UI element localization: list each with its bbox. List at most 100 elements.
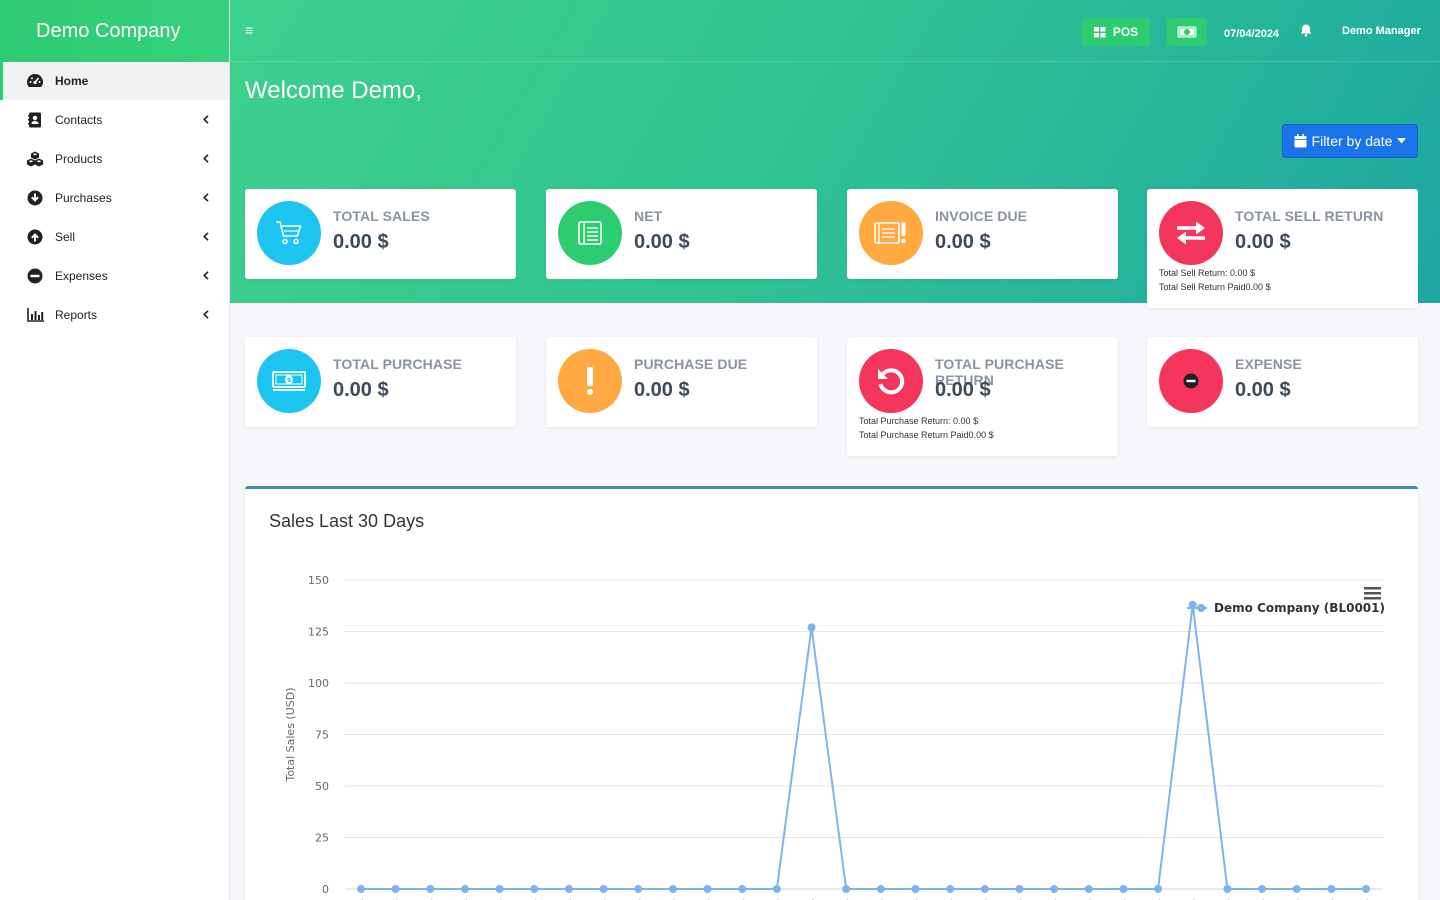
cubes-icon [26,150,44,168]
undo-icon [859,349,923,413]
stat-card-total-sell-return: TOTAL SELL RETURN 0.00 $ Total Sell Retur… [1147,189,1418,308]
stat-card-purchase-due: PURCHASE DUE 0.00 $ [546,337,817,427]
exclamation-icon [558,349,622,413]
stat-value: 0.00 $ [333,231,389,253]
data-point [772,885,781,893]
chart-menu-icon[interactable] [1364,587,1381,600]
bell-icon[interactable] [1300,24,1312,42]
data-point [1292,885,1301,893]
y-tick-label: 75 [315,729,329,742]
dashboard-icon [26,72,44,90]
ledger-icon [558,201,622,265]
current-date: 07/04/2024 [1224,28,1280,40]
stat-value: 0.00 $ [333,379,389,401]
sidebar-item-expenses[interactable]: Expenses [0,256,229,295]
sidebar-item-label: Contacts [55,112,103,127]
data-point [1084,885,1093,893]
sidebar-item-reports[interactable]: Reports [0,295,229,334]
brand-name[interactable]: Demo Company [0,0,229,62]
data-point [911,885,920,893]
stat-note: Total Purchase Return Paid0.00 $ [859,430,994,440]
minus-circle-icon [1159,349,1223,413]
data-point [1223,885,1232,893]
sidebar-item-label: Home [55,74,89,88]
stat-note: Total Purchase Return: 0.00 $ [859,416,979,426]
bar-chart-icon [26,306,44,324]
svg-text:$: $ [287,376,292,384]
data-point [876,885,885,893]
stat-card-total-sales: TOTAL SALES 0.00 $ [245,189,516,279]
data-point [530,885,539,893]
stat-value: 0.00 $ [634,231,690,253]
stat-value: 0.00 $ [1235,231,1291,253]
data-point [738,885,747,893]
y-tick-label: 25 [315,832,329,845]
pos-button[interactable]: POS [1082,18,1150,46]
stat-label: EXPENSE [1235,356,1302,372]
invoice-alert-icon [859,201,923,265]
data-point [1258,885,1267,893]
sales-chart-box: Sales Last 30 Days 0 25 50 75 100 125 150 Total… [245,486,1418,900]
sidebar-item-products[interactable]: Products [0,139,229,178]
stat-card-expense: EXPENSE 0.00 $ [1147,337,1418,427]
stat-label: TOTAL PURCHASE [333,356,462,372]
top-navbar: ≡ POS 07/04/2024 Demo Manager [230,0,1440,62]
stat-note: Total Sell Return Paid0.00 $ [1159,282,1271,292]
cash-register-button[interactable] [1167,18,1207,46]
sidebar-nav: Home Contacts Products Purchases Sell Ex… [0,62,229,334]
data-point [1154,885,1163,893]
user-menu[interactable]: Demo Manager [1342,25,1421,37]
grid-icon [1093,26,1106,37]
stat-label: PURCHASE DUE [634,356,748,372]
data-point [1327,885,1336,893]
data-point [1119,885,1128,893]
data-point [1362,885,1370,893]
contacts-icon [26,111,44,129]
arrow-circle-down-icon [26,189,44,207]
sidebar-toggle-icon[interactable]: ≡ [245,22,254,38]
stat-label: TOTAL SELL RETURN [1235,208,1384,224]
sidebar-item-label: Sell [55,229,76,244]
caret-down-icon [1397,138,1407,144]
stat-note: Total Sell Return: 0.00 $ [1159,268,1256,278]
sidebar-item-sell[interactable]: Sell [0,217,229,256]
sidebar-item-purchases[interactable]: Purchases [0,178,229,217]
stat-card-invoice-due: INVOICE DUE 0.00 $ [847,189,1118,279]
sidebar: Demo Company Home Contacts Products Purc… [0,0,230,900]
chevron-left-icon [203,113,209,127]
legend-label: Demo Company (BL0001) [1214,601,1385,615]
chevron-left-icon [203,191,209,205]
data-point [703,885,712,893]
sidebar-item-home[interactable]: Home [0,62,229,100]
data-point [980,885,989,893]
chevron-left-icon [203,230,209,244]
sales-line-chart: 0 25 50 75 100 125 150 Total Sales (USD) Demo Co… [284,574,1385,900]
welcome-heading: Welcome Demo, [245,77,422,104]
sidebar-item-contacts[interactable]: Contacts [0,100,229,139]
sidebar-item-label: Expenses [55,268,108,283]
data-point [391,885,400,893]
chevron-left-icon [203,152,209,166]
minus-circle-icon [26,267,44,285]
arrow-circle-up-icon [26,228,44,246]
y-tick-label: 50 [315,780,329,793]
y-tick-label: 150 [308,574,329,587]
stat-label: INVOICE DUE [935,208,1028,224]
filter-by-date-button[interactable]: Filter by date [1282,124,1418,158]
calendar-icon [1294,134,1307,148]
sidebar-item-label: Purchases [55,190,112,205]
stat-value: 0.00 $ [634,379,690,401]
stat-card-total-purchase: $ TOTAL PURCHASE 0.00 $ [245,337,516,427]
stat-label: TOTAL PURCHASE RETURN [935,356,1064,388]
stat-label: NET [634,208,663,224]
cart-icon [257,201,321,265]
data-point [426,885,435,893]
series-line [361,604,1366,890]
data-point [946,885,955,893]
chevron-left-icon [203,308,209,322]
sidebar-item-label: Products [55,151,103,166]
data-point [495,885,504,893]
data-point [1015,885,1024,893]
data-point [599,885,608,893]
data-point [460,885,469,893]
